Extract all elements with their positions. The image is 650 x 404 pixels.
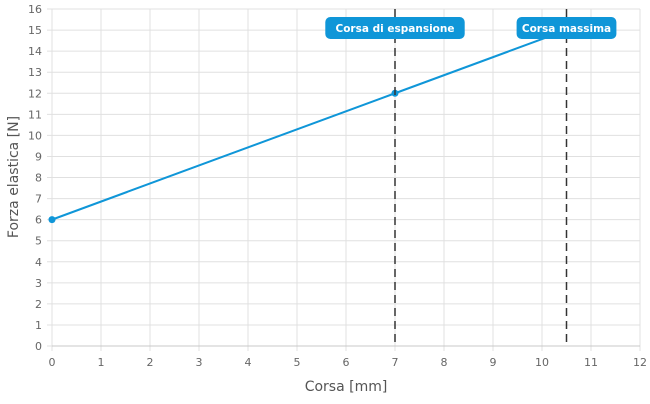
annotation-label: Corsa massima <box>522 23 611 35</box>
y-tick-label: 8 <box>35 172 42 185</box>
y-tick-label: 15 <box>28 24 42 37</box>
y-tick-label: 3 <box>35 277 42 290</box>
x-tick-label: 6 <box>343 356 350 369</box>
annotation-label-box <box>325 17 465 39</box>
annotations: Corsa di espansione Corsa massima <box>325 9 617 346</box>
series-line <box>51 29 567 221</box>
x-tick-label: 5 <box>294 356 301 369</box>
y-tick-label: 13 <box>28 66 42 79</box>
x-ticks: 0 1 2 3 4 5 6 7 8 9 10 11 12 <box>49 356 648 369</box>
y-tick-label: 16 <box>28 3 42 16</box>
x-tick-label: 3 <box>196 356 203 369</box>
y-tick-label: 10 <box>28 129 42 142</box>
y-tick-label: 12 <box>28 87 42 100</box>
y-tick-label: 1 <box>35 319 42 332</box>
annotation-label-box <box>516 17 617 39</box>
y-tick-label: 4 <box>35 256 42 269</box>
x-tick-label: 2 <box>147 356 154 369</box>
x-tick-label: 11 <box>584 356 598 369</box>
x-tick-label: 7 <box>392 356 399 369</box>
y-tick-label: 0 <box>35 340 42 353</box>
x-tick-label: 0 <box>49 356 56 369</box>
y-tick-label: 7 <box>35 193 42 206</box>
x-axis-label: Corsa [mm] <box>305 379 388 395</box>
x-tick-label: 10 <box>535 356 549 369</box>
y-tick-label: 2 <box>35 298 42 311</box>
y-tick-label: 9 <box>35 150 42 163</box>
series <box>48 29 567 224</box>
annotation-label: Corsa di espansione <box>336 23 455 35</box>
x-tick-label: 1 <box>98 356 105 369</box>
x-tick-label: 12 <box>633 356 647 369</box>
x-tick-label: 4 <box>245 356 252 369</box>
data-point <box>48 216 56 224</box>
x-tick-label: 8 <box>441 356 448 369</box>
y-tick-label: 14 <box>28 45 42 58</box>
x-tick-label: 9 <box>490 356 497 369</box>
y-axis-label: Forza elastica [N] <box>6 116 22 238</box>
y-tick-label: 5 <box>35 235 42 248</box>
y-tick-label: 6 <box>35 214 42 227</box>
grid <box>47 8 641 351</box>
y-tick-label: 11 <box>28 108 42 121</box>
